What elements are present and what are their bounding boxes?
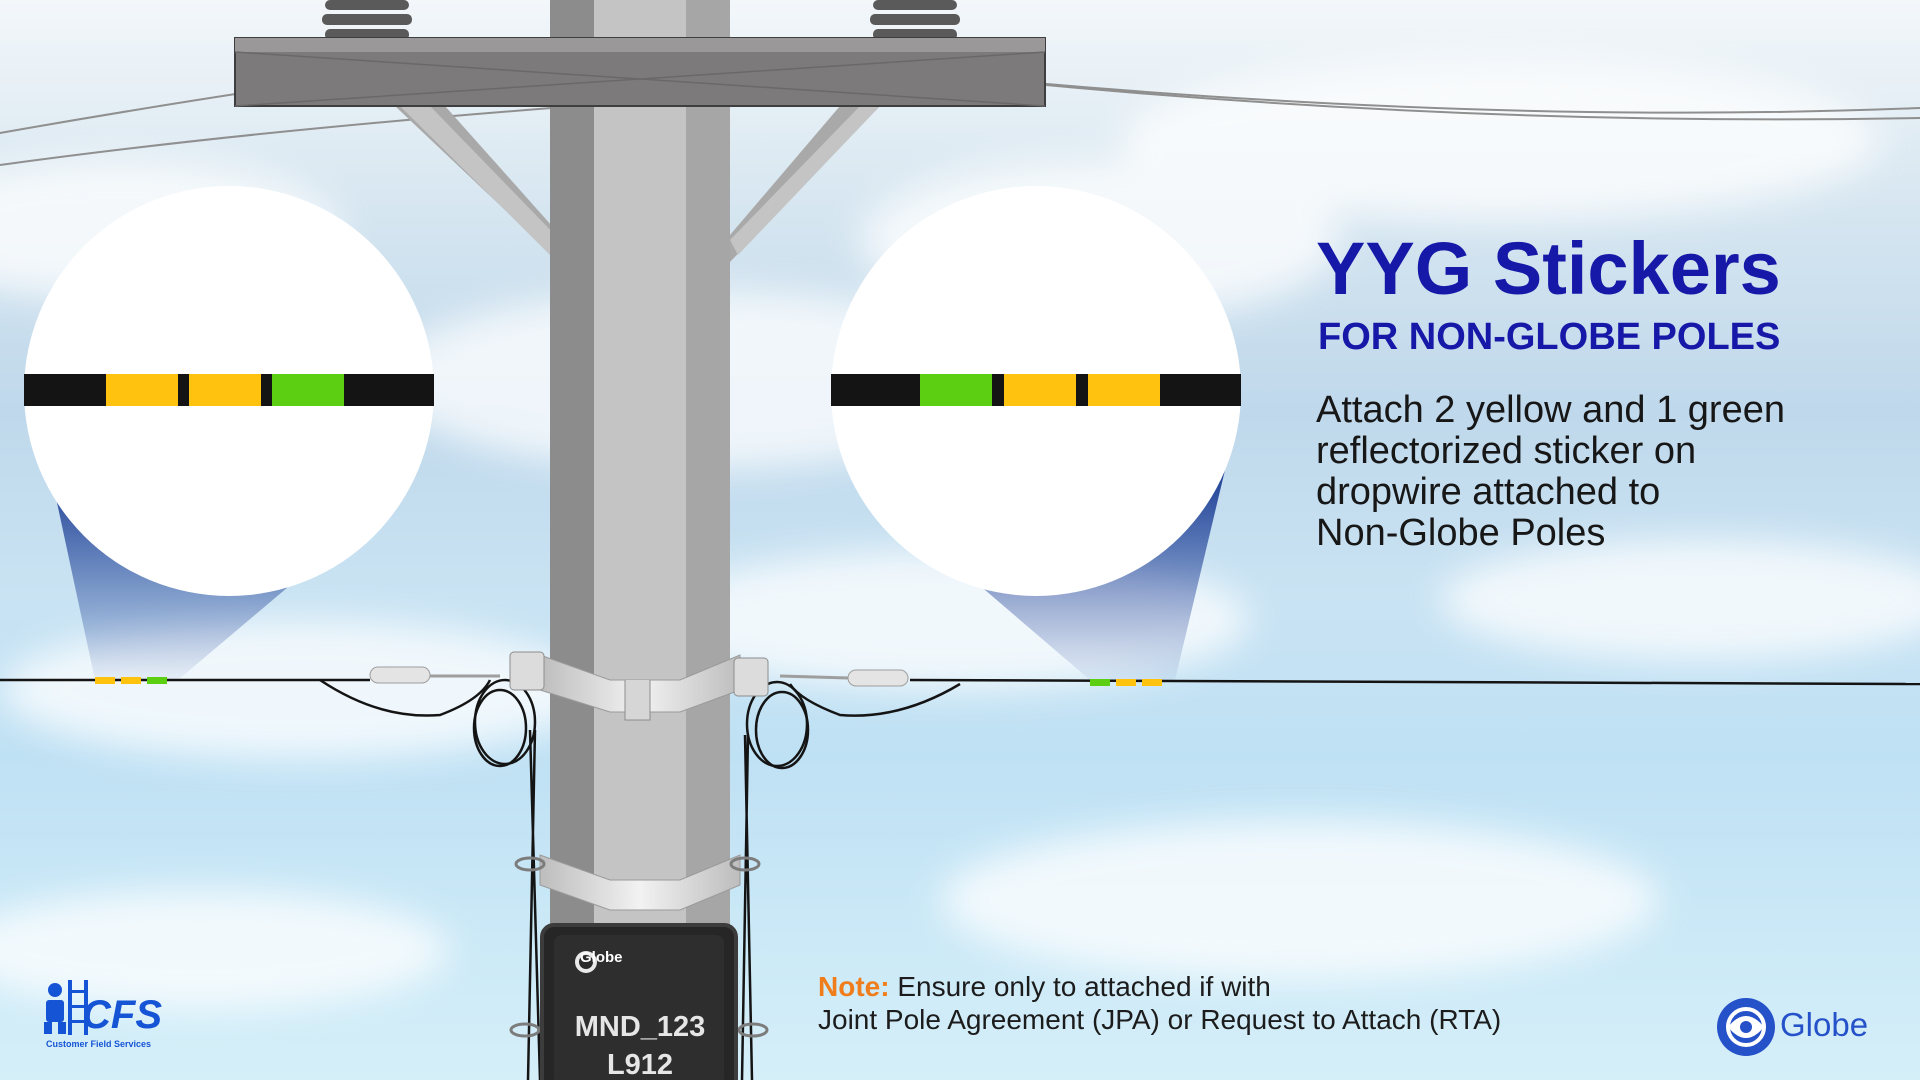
globe-logo-text: Globe	[1780, 1006, 1869, 1043]
left-magnified-dropwire	[24, 374, 434, 406]
instruction-line: dropwire attached to	[1316, 471, 1661, 513]
instruction-line: reflectorized sticker on	[1316, 430, 1697, 472]
note-text: Ensure only to attached if with	[889, 971, 1271, 1002]
note-line-2: Joint Pole Agreement (JPA) or Request to…	[818, 1004, 1502, 1035]
cfs-logo-tagline: Customer Field Services	[46, 1039, 152, 1049]
pole-tag	[540, 923, 738, 1080]
utility-pole	[550, 0, 730, 1080]
attachment-note: Note: Ensure only to attached if with Jo…	[818, 970, 1638, 1036]
instruction-text: Attach 2 yellow and 1 green reflectorize…	[1316, 390, 1876, 554]
wire-stickers-left	[95, 677, 167, 684]
dropwire-coils	[319, 678, 961, 1080]
pole-tag-code-line1: MND_123	[574, 1011, 706, 1043]
sticker-yellow	[1004, 374, 1076, 406]
note-label: Note:	[818, 971, 890, 1002]
note-line-1: Note: Ensure only to attached if with	[818, 970, 1638, 1003]
dropwire	[0, 678, 1920, 686]
right-magnified-dropwire	[831, 374, 1241, 406]
pole-tag-brand: Globe	[580, 949, 623, 966]
page-subtitle: FOR NON-GLOBE POLES	[1318, 316, 1781, 358]
crossarm	[234, 37, 1046, 107]
globe-icon	[1717, 998, 1775, 1056]
cfs-logo-text: CFS	[82, 993, 162, 1037]
instruction-line: Non-Globe Poles	[1316, 512, 1606, 554]
pole-tag-code: MND_123 L912	[545, 1008, 735, 1080]
wire-clamps	[369, 666, 909, 687]
sticker-green	[272, 374, 344, 406]
pole-brackets	[509, 651, 769, 1038]
page-title: YYG Stickers	[1316, 227, 1781, 310]
clouds	[0, 60, 1920, 1010]
pole-tag-code-line2: L912	[606, 1049, 674, 1080]
worker-ladder-icon	[44, 980, 88, 1035]
sticker-green	[920, 374, 992, 406]
sticker-yellow	[1088, 374, 1160, 406]
sticker-yellow	[106, 374, 178, 406]
wire-stickers-right	[1090, 679, 1162, 686]
sticker-yellow	[189, 374, 261, 406]
instruction-line: Attach 2 yellow and 1 green	[1316, 389, 1785, 431]
